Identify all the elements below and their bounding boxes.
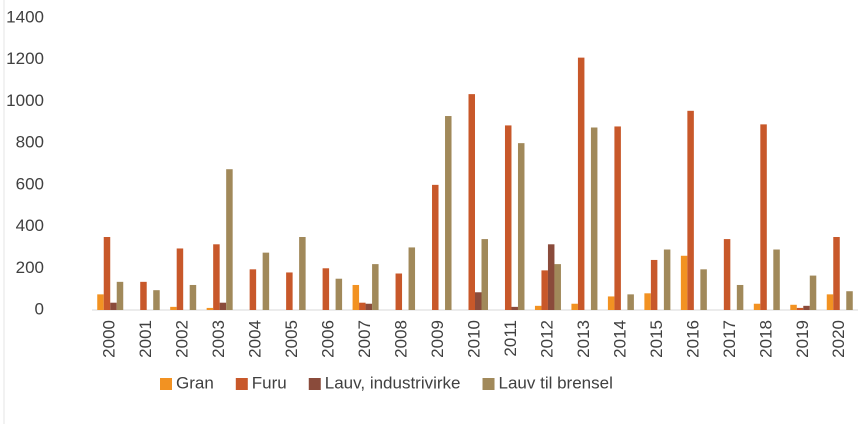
- bar: [140, 281, 147, 310]
- y-tick-label: 0: [35, 299, 44, 318]
- bar: [644, 293, 651, 310]
- y-tick-label: 1000: [6, 91, 44, 110]
- x-tick-label: 2015: [647, 320, 666, 358]
- legend-swatch: [482, 378, 495, 390]
- legend-label: Lauv til brensel: [499, 373, 613, 392]
- bar: [627, 294, 634, 310]
- x-tick-label: 2001: [136, 320, 155, 358]
- x-tick-label: 2012: [537, 320, 556, 358]
- bar: [554, 264, 561, 310]
- bar: [365, 303, 373, 310]
- bar: [335, 278, 343, 310]
- bar: [534, 305, 542, 310]
- bar: [432, 184, 439, 310]
- x-tick-label: 2010: [464, 320, 483, 358]
- bar: [773, 249, 780, 310]
- bar: [790, 304, 797, 310]
- bar: [97, 294, 104, 310]
- bar: [760, 124, 767, 310]
- bar: [299, 237, 306, 310]
- x-tick-label: 2007: [355, 320, 374, 358]
- bar: [803, 305, 810, 310]
- bar: [547, 244, 555, 310]
- bar: [352, 284, 360, 310]
- legend-swatch: [160, 378, 172, 390]
- x-tick-label: 2019: [793, 320, 812, 358]
- bar: [170, 306, 177, 310]
- bar: [571, 303, 578, 310]
- bar: [614, 126, 621, 310]
- bar: [700, 269, 707, 310]
- bar: [809, 275, 817, 310]
- bar: [846, 291, 853, 310]
- x-tick-label: 2000: [100, 320, 119, 358]
- x-tick-label: 2006: [319, 320, 338, 358]
- bar: [650, 259, 658, 310]
- bar: [286, 272, 293, 310]
- y-tick-label: 200: [16, 258, 44, 277]
- bar: [408, 247, 416, 310]
- x-tick-label: 2014: [610, 320, 629, 358]
- x-tick-label: 2009: [428, 320, 447, 358]
- bar: [116, 281, 124, 310]
- legend-swatch: [308, 378, 321, 390]
- bar: [445, 116, 452, 311]
- y-tick-label: 600: [16, 174, 44, 193]
- bar: [753, 303, 761, 310]
- bar: [176, 248, 184, 310]
- bar: [663, 249, 671, 310]
- bar: [833, 237, 840, 310]
- bar: [213, 244, 220, 310]
- legend-label: Gran: [176, 373, 214, 392]
- bar: [468, 94, 475, 310]
- bar: [796, 307, 804, 310]
- x-tick-label: 2016: [683, 320, 702, 358]
- bar: [607, 296, 615, 310]
- x-tick-label: 2013: [574, 320, 593, 358]
- bar: [359, 302, 366, 310]
- bar: [226, 169, 233, 310]
- x-tick-label: 2002: [173, 320, 192, 358]
- x-tick-label: 2004: [246, 320, 265, 358]
- x-tick-label: 2003: [209, 320, 228, 358]
- bar: [723, 239, 731, 310]
- legend-swatch: [235, 378, 248, 390]
- bar: [110, 302, 117, 310]
- y-tick-label: 400: [16, 216, 44, 235]
- bar: [206, 307, 214, 310]
- bar: [322, 268, 330, 310]
- bar: [395, 273, 403, 310]
- bar: [590, 127, 598, 310]
- x-tick-label: 2018: [756, 320, 775, 358]
- bar: [475, 292, 482, 310]
- bar: [262, 252, 270, 310]
- bar: [577, 57, 585, 310]
- bar: [372, 264, 379, 310]
- bar: [153, 290, 160, 310]
- bar: [826, 294, 834, 310]
- bar: [249, 269, 257, 310]
- bar: [189, 284, 197, 310]
- bar: [736, 284, 744, 310]
- legend-label: Furu: [252, 373, 287, 392]
- y-tick-label: 1200: [6, 49, 44, 68]
- bar: [481, 239, 488, 310]
- bar: [541, 270, 548, 310]
- x-tick-label: 2008: [392, 320, 411, 358]
- bar: [504, 125, 512, 311]
- bar: [103, 237, 111, 310]
- bar: [219, 302, 227, 310]
- y-tick-label: 1400: [6, 7, 44, 26]
- x-tick-label: 2017: [720, 320, 739, 358]
- x-tick-label: 2005: [282, 320, 301, 358]
- bar: [680, 255, 688, 310]
- bar: [517, 143, 525, 310]
- bar: [511, 306, 518, 310]
- x-tick-label: 2011: [501, 320, 520, 357]
- y-tick-label: 800: [16, 133, 44, 152]
- legend-label: Lauv, industrivirke: [325, 373, 461, 392]
- bar: [687, 110, 694, 310]
- x-tick-label: 2020: [829, 320, 848, 358]
